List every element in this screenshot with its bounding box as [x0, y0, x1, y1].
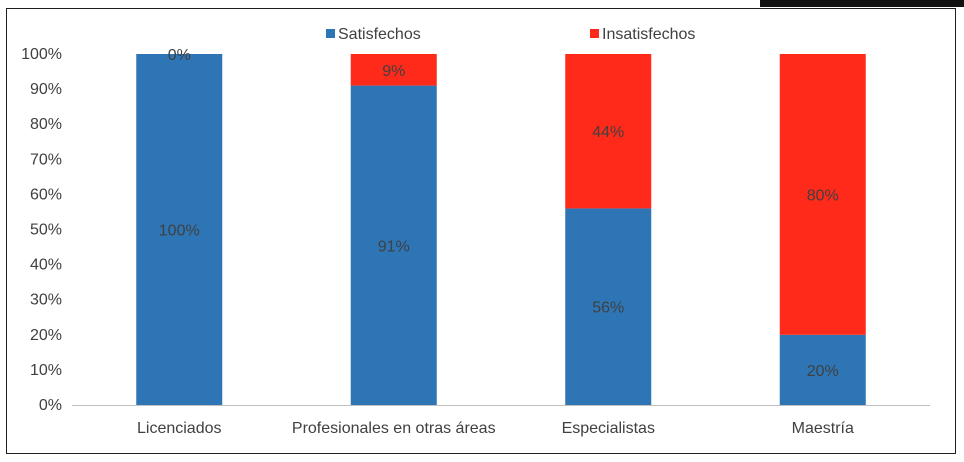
- legend-swatch-insatisfechos: [590, 29, 599, 38]
- bar-satisfechos-2: [350, 85, 437, 405]
- data-label: 56%: [592, 300, 624, 317]
- y-axis: 0% 10% 20% 30% 40% 50% 60% 70% 80% 90% 100%: [21, 46, 62, 414]
- legend-label-insatisfechos: Insatisfechos: [602, 26, 695, 43]
- x-tick-label: Maestría: [792, 420, 854, 437]
- y-tick-label: 40%: [30, 257, 62, 274]
- legend-label-satisfechos: Satisfechos: [338, 26, 421, 43]
- bar-insatisfechos-2: [350, 54, 437, 86]
- y-tick-label: 30%: [30, 292, 62, 309]
- y-tick-label: 80%: [30, 116, 62, 133]
- data-label: 20%: [807, 363, 839, 380]
- x-axis: Licenciados Profesionales en otras áreas E…: [72, 405, 930, 437]
- data-label: 91%: [378, 238, 410, 255]
- y-tick-label: 20%: [30, 327, 62, 344]
- cropped-title-remnant: [760, 0, 964, 7]
- bar-satisfechos-3: [565, 208, 652, 405]
- y-tick-label: 60%: [30, 186, 62, 203]
- y-tick-label: 10%: [30, 362, 62, 379]
- data-label: 9%: [382, 63, 405, 80]
- x-tick-label: Profesionales en otras áreas: [292, 420, 496, 437]
- bars: 100% 0% 91% 9% 56% 44% 20% 80%: [136, 47, 866, 405]
- y-tick-label: 100%: [21, 46, 62, 63]
- y-tick-label: 0%: [39, 397, 62, 414]
- bar-satisfechos-4: [779, 334, 866, 405]
- top-strip: [0, 0, 964, 7]
- bar-insatisfechos-3: [565, 54, 652, 209]
- x-tick-label: Licenciados: [137, 420, 222, 437]
- data-label: 44%: [592, 124, 624, 141]
- x-tick-label: Especialistas: [562, 420, 655, 437]
- data-label: 100%: [159, 223, 200, 240]
- y-tick-label: 50%: [30, 222, 62, 239]
- bar-insatisfechos-4: [779, 54, 866, 335]
- y-tick-label: 70%: [30, 151, 62, 168]
- y-tick-label: 90%: [30, 81, 62, 98]
- legend: Satisfechos Insatisfechos: [326, 26, 695, 43]
- bar-satisfechos-1: [136, 54, 223, 405]
- legend-swatch-satisfechos: [326, 29, 335, 38]
- data-label: 0%: [168, 47, 191, 64]
- data-label: 80%: [807, 187, 839, 204]
